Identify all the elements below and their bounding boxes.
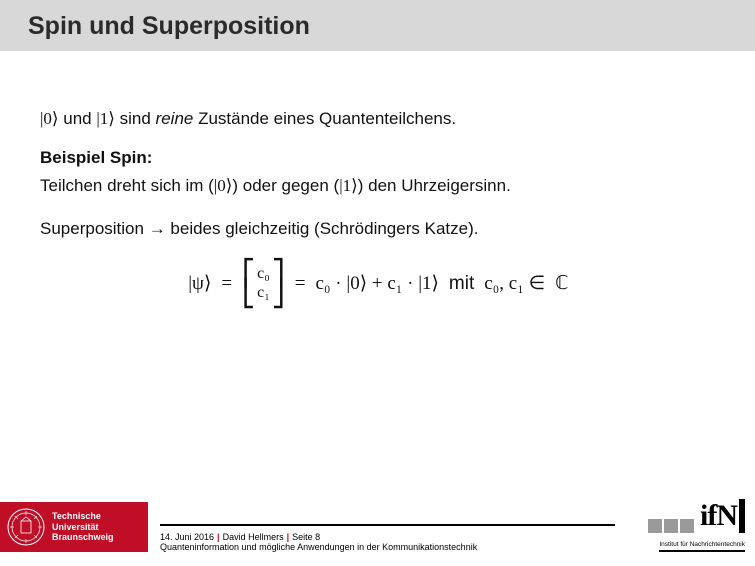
uni-line-2: Universität bbox=[52, 522, 114, 532]
content-area: |0⟩ und |1⟩ sind reine Zustände eines Qu… bbox=[0, 51, 755, 304]
text: ) den Uhrzeigersinn. bbox=[358, 176, 511, 195]
uni-line-3: Braunschweig bbox=[52, 532, 114, 542]
text: ) oder gegen ( bbox=[232, 176, 339, 195]
uni-line-1: Technische bbox=[52, 511, 114, 521]
equation-rhs: c₀ · |0⟩ + c₁ · |1⟩ bbox=[316, 270, 439, 298]
text: und bbox=[59, 109, 97, 128]
slide: Spin und Superposition |0⟩ und |1⟩ sind … bbox=[0, 0, 755, 566]
equals: = bbox=[295, 270, 306, 298]
date: 14. Juni 2016 bbox=[160, 532, 214, 542]
separator-icon: | bbox=[217, 532, 220, 542]
separator-icon: | bbox=[287, 532, 290, 542]
ket-zero: |0⟩ bbox=[214, 176, 233, 195]
grey-square-icon bbox=[664, 519, 678, 533]
text: Superposition bbox=[40, 219, 149, 238]
footer-meta: 14. Juni 2016|David Hellmers|Seite 8 Qua… bbox=[160, 524, 615, 552]
text: Teilchen dreht sich im ( bbox=[40, 176, 214, 195]
column-vector: ⎡⎣ c₀ c₁ ⎤⎦ bbox=[242, 264, 285, 305]
ifn-logo: ifN bbox=[625, 499, 745, 533]
ket-one: |1⟩ bbox=[96, 109, 115, 128]
bracket-left-icon: ⎡⎣ bbox=[242, 264, 255, 305]
vector-entry-c1: c₁ bbox=[257, 284, 270, 302]
institute-badge: ifN Institut für Nachrichtentechnik bbox=[625, 499, 745, 552]
paragraph-spin-example: Teilchen dreht sich im (|0⟩) oder gegen … bbox=[40, 174, 715, 199]
institute-name: Institut für Nachrichtentechnik bbox=[659, 541, 745, 552]
grey-square-icon bbox=[648, 519, 662, 533]
vector-entry-c0: c₀ bbox=[257, 265, 270, 283]
ket-one: |1⟩ bbox=[339, 176, 358, 195]
title-bar: Spin und Superposition bbox=[0, 0, 755, 51]
emph-reine: reine bbox=[156, 109, 194, 128]
bracket-right-icon: ⎤⎦ bbox=[272, 264, 285, 305]
ifn-wordmark: ifN bbox=[700, 499, 745, 533]
paragraph-superposition: Superposition → beides gleichzeitig (Sch… bbox=[40, 217, 715, 242]
page-number: Seite 8 bbox=[292, 532, 320, 542]
meta-line-1: 14. Juni 2016|David Hellmers|Seite 8 bbox=[160, 532, 615, 542]
university-name: Technische Universität Braunschweig bbox=[52, 511, 114, 542]
equation-condition: c₀, c₁ ∈ bbox=[484, 270, 545, 298]
footer: Technische Universität Braunschweig 14. … bbox=[0, 488, 755, 566]
slide-title: Spin und Superposition bbox=[28, 12, 727, 41]
grey-square-icon bbox=[680, 519, 694, 533]
text: beides gleichzeitig (Schrödingers Katze)… bbox=[166, 219, 479, 238]
ket-psi: |ψ⟩ bbox=[188, 270, 211, 298]
university-badge: Technische Universität Braunschweig bbox=[0, 502, 148, 552]
blackboard-C: ℂ bbox=[555, 270, 567, 298]
paragraph-states: |0⟩ und |1⟩ sind reine Zustände eines Qu… bbox=[40, 107, 715, 132]
arrow-icon: → bbox=[149, 219, 166, 238]
subheading-spin: Beispiel Spin: bbox=[40, 146, 715, 171]
ket-zero: |0⟩ bbox=[40, 109, 59, 128]
author: David Hellmers bbox=[223, 532, 284, 542]
talk-title: Quanteninformation und mögliche Anwendun… bbox=[160, 542, 615, 552]
equals: = bbox=[221, 270, 232, 298]
university-seal-icon bbox=[6, 507, 46, 547]
text: Zustände eines Quantenteilchens. bbox=[193, 109, 456, 128]
equation: |ψ⟩ = ⎡⎣ c₀ c₁ ⎤⎦ = c₀ · |0⟩ + c₁ · |1⟩ … bbox=[40, 264, 715, 305]
text-mit: mit bbox=[449, 270, 474, 298]
text: sind bbox=[115, 109, 156, 128]
